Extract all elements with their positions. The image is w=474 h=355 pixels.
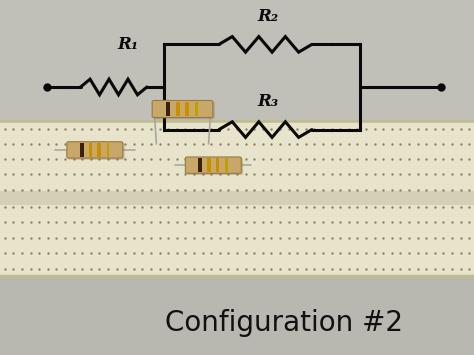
Bar — [89, 143, 92, 157]
Bar — [107, 143, 109, 157]
Bar — [97, 143, 101, 157]
Bar — [195, 102, 198, 116]
FancyBboxPatch shape — [152, 100, 213, 118]
FancyBboxPatch shape — [67, 142, 123, 158]
Text: R₂: R₂ — [257, 8, 278, 25]
FancyBboxPatch shape — [68, 143, 125, 160]
Bar — [225, 158, 228, 172]
Bar — [0, 231, 474, 355]
FancyBboxPatch shape — [153, 102, 215, 119]
Bar — [0, 0, 474, 231]
Bar — [80, 143, 83, 157]
Text: R₁: R₁ — [118, 36, 138, 53]
Bar — [207, 158, 211, 172]
Bar — [176, 102, 180, 116]
Bar — [199, 158, 202, 172]
Text: Configuration #2: Configuration #2 — [165, 309, 403, 337]
Bar — [216, 158, 219, 172]
Bar — [185, 102, 189, 116]
Bar — [166, 102, 170, 116]
FancyBboxPatch shape — [185, 157, 241, 173]
FancyBboxPatch shape — [0, 121, 474, 276]
FancyBboxPatch shape — [186, 158, 243, 175]
Bar — [0, 191, 474, 205]
Text: R₃: R₃ — [257, 93, 278, 110]
